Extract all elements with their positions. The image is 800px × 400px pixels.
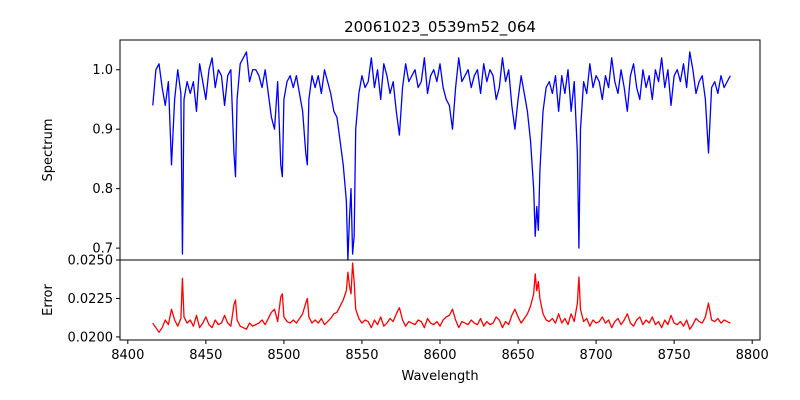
chart-title: 20061023_0539m52_064 [344, 18, 536, 37]
error-line [152, 262, 731, 333]
spectrum-panel: 0.7 0.8 0.9 1.0 Spectrum [41, 39, 761, 261]
x-tick-label: 8400 [111, 348, 144, 363]
spectrum-line [152, 51, 731, 261]
x-axis-label: Wavelength [401, 369, 478, 384]
y-tick-label: 0.0250 [68, 254, 114, 269]
error-frame [119, 259, 761, 341]
y-tick-label: 0.8 [92, 182, 113, 197]
spectrum-series [152, 51, 731, 261]
y-tick-label: 0.7 [92, 242, 113, 257]
error-x-ticks: 8400 8450 8500 8550 8600 8650 8700 8750 8800 [111, 340, 769, 363]
x-tick-label: 8550 [345, 348, 378, 363]
x-tick-label: 8600 [423, 348, 456, 363]
x-tick-label: 8750 [658, 348, 691, 363]
y-tick-label: 0.0200 [68, 330, 114, 345]
x-tick-label: 8700 [580, 348, 613, 363]
x-tick-label: 8650 [502, 348, 535, 363]
x-tick-label: 8450 [189, 348, 222, 363]
error-series [152, 262, 731, 333]
y-tick-label: 0.0225 [68, 292, 114, 307]
spectrum-y-label: Spectrum [41, 119, 56, 182]
x-tick-label: 8800 [736, 348, 769, 363]
error-y-label: Error [41, 284, 56, 316]
spectrum-y-ticks: 0.7 0.8 0.9 1.0 [92, 63, 120, 257]
y-tick-label: 1.0 [92, 63, 113, 78]
x-tick-label: 8500 [267, 348, 300, 363]
y-tick-label: 0.9 [92, 123, 113, 138]
error-y-ticks: 0.0200 0.0225 0.0250 [68, 254, 120, 345]
